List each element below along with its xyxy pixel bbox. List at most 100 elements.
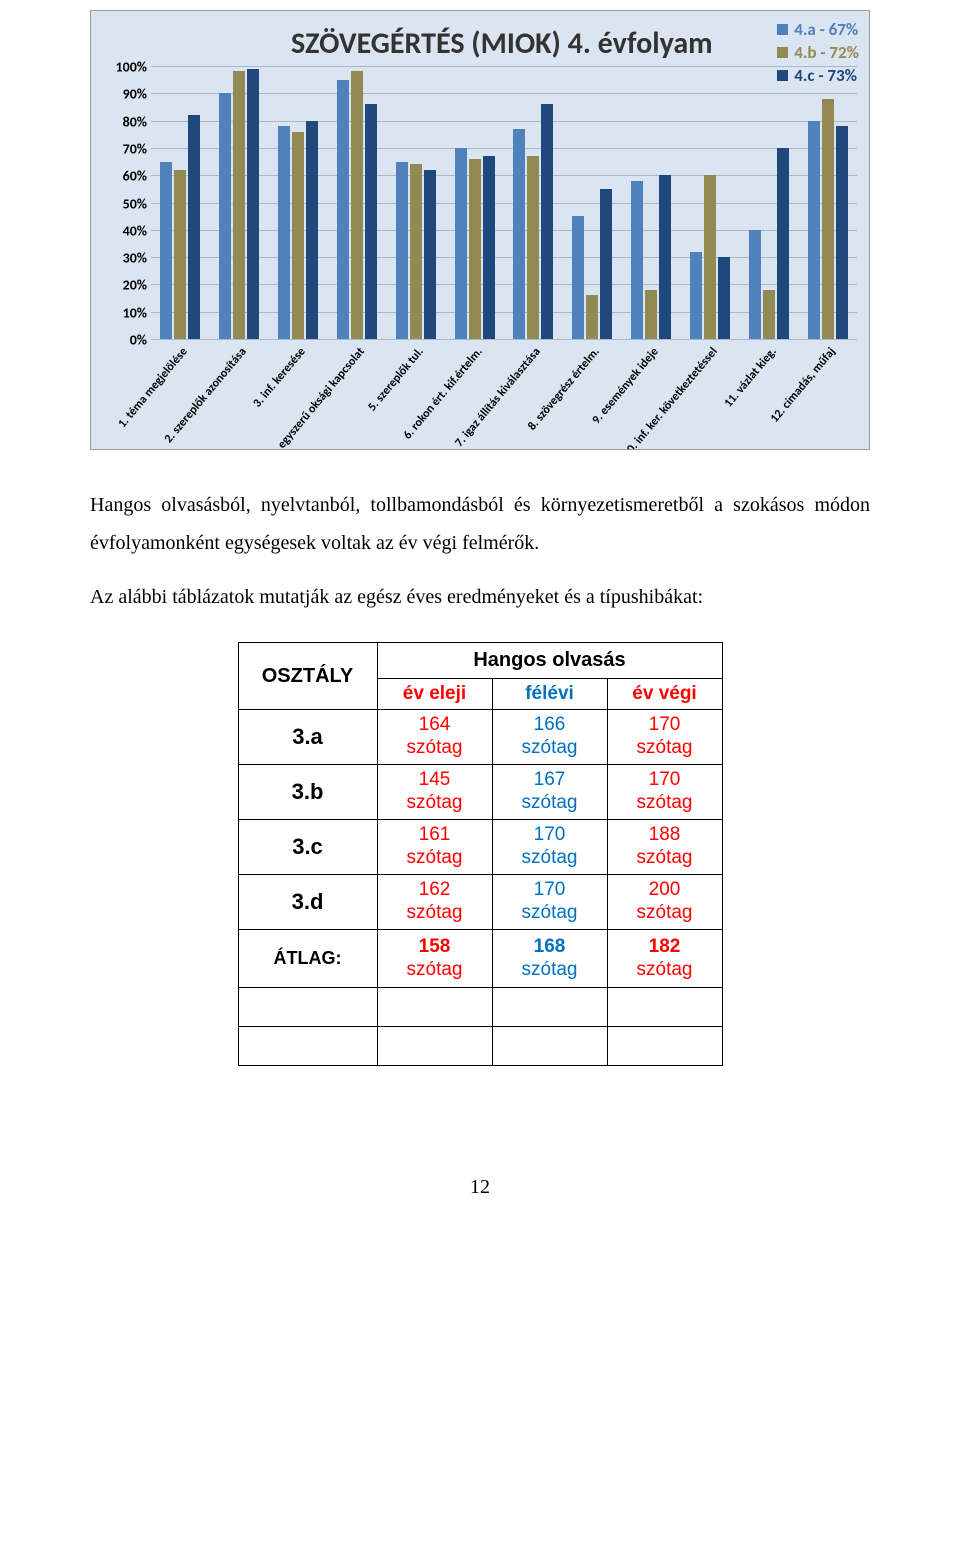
table-cell: 166szótag bbox=[492, 710, 607, 765]
table-cell: 200szótag bbox=[607, 875, 722, 930]
bar bbox=[808, 121, 820, 339]
bar bbox=[247, 69, 259, 339]
bar-group bbox=[386, 66, 445, 339]
bar bbox=[836, 126, 848, 339]
legend-label: 4.b - 72% bbox=[794, 42, 859, 63]
paragraph-1: Hangos olvasásból, nyelvtanból, tollbamo… bbox=[90, 486, 870, 562]
table-cell: év eleji bbox=[377, 679, 492, 710]
table-cell: 3.a bbox=[238, 710, 377, 765]
table-cell: 162szótag bbox=[377, 875, 492, 930]
table-cell bbox=[607, 988, 722, 1027]
table-cell: 188szótag bbox=[607, 820, 722, 875]
bar bbox=[455, 148, 467, 339]
bar-group bbox=[269, 66, 328, 339]
bar-group bbox=[327, 66, 386, 339]
y-tick-label: 0% bbox=[107, 332, 147, 349]
table-row: ÁTLAG:158szótag168szótag182szótag bbox=[238, 930, 722, 988]
table-cell: 170szótag bbox=[492, 820, 607, 875]
table-cell: 170szótag bbox=[607, 765, 722, 820]
table-cell: év végi bbox=[607, 679, 722, 710]
bar bbox=[586, 295, 598, 339]
chart-bar-groups bbox=[151, 66, 857, 339]
table-cell: 158szótag bbox=[377, 930, 492, 988]
table-row: 3.a164szótag166szótag170szótag bbox=[238, 710, 722, 765]
bar bbox=[337, 80, 349, 339]
bar bbox=[527, 156, 539, 339]
bar bbox=[822, 99, 834, 339]
bar bbox=[718, 257, 730, 339]
table-cell: 3.d bbox=[238, 875, 377, 930]
table-cell: 3.b bbox=[238, 765, 377, 820]
bar-group bbox=[563, 66, 622, 339]
bar bbox=[410, 164, 422, 339]
bar bbox=[219, 93, 231, 339]
bar bbox=[174, 170, 186, 339]
bar-group bbox=[210, 66, 269, 339]
table-row: 3.b145szótag167szótag170szótag bbox=[238, 765, 722, 820]
bar-group bbox=[445, 66, 504, 339]
bar-group bbox=[622, 66, 681, 339]
bar bbox=[541, 104, 553, 339]
table-cell: ÁTLAG: bbox=[238, 930, 377, 988]
y-tick-label: 10% bbox=[107, 304, 147, 321]
table-cell: 164szótag bbox=[377, 710, 492, 765]
bar bbox=[572, 216, 584, 339]
bar bbox=[483, 156, 495, 339]
bar bbox=[659, 175, 671, 339]
gridline: 0% bbox=[151, 339, 857, 340]
table-cell bbox=[377, 1027, 492, 1066]
table-cell: félévi bbox=[492, 679, 607, 710]
table-row bbox=[238, 988, 722, 1027]
bar bbox=[233, 71, 245, 339]
bar bbox=[631, 181, 643, 339]
y-tick-label: 40% bbox=[107, 222, 147, 239]
bar bbox=[763, 290, 775, 339]
bar bbox=[690, 252, 702, 339]
bar bbox=[292, 132, 304, 339]
bar bbox=[424, 170, 436, 339]
chart-plot-area: 0%10%20%30%40%50%60%70%80%90%100% bbox=[151, 66, 857, 339]
bar-group bbox=[151, 66, 210, 339]
page-number: 12 bbox=[90, 1176, 870, 1199]
table-cell: Hangos olvasás bbox=[377, 643, 722, 679]
bar bbox=[777, 148, 789, 339]
table-cell: OSZTÁLY bbox=[238, 643, 377, 710]
legend-label: 4.a - 67% bbox=[794, 19, 858, 40]
bar bbox=[645, 290, 657, 339]
y-tick-label: 80% bbox=[107, 113, 147, 130]
table-row bbox=[238, 1027, 722, 1066]
table-cell: 145szótag bbox=[377, 765, 492, 820]
bar bbox=[749, 230, 761, 339]
chart-title: SZÖVEGÉRTÉS (MIOK) 4. évfolyam bbox=[291, 25, 713, 62]
table-cell bbox=[238, 1027, 377, 1066]
legend-item: 4.b - 72% bbox=[777, 42, 859, 63]
y-tick-label: 100% bbox=[107, 59, 147, 76]
table-row: OSZTÁLYHangos olvasás bbox=[238, 643, 722, 679]
bar bbox=[704, 175, 716, 339]
bar bbox=[160, 162, 172, 339]
y-tick-label: 30% bbox=[107, 250, 147, 267]
bar bbox=[469, 159, 481, 339]
y-tick-label: 50% bbox=[107, 195, 147, 212]
table-cell: 170szótag bbox=[492, 875, 607, 930]
legend-swatch bbox=[777, 24, 788, 35]
y-tick-label: 20% bbox=[107, 277, 147, 294]
reading-chart: SZÖVEGÉRTÉS (MIOK) 4. évfolyam 4.a - 67%… bbox=[90, 10, 870, 450]
table-cell bbox=[238, 988, 377, 1027]
table-cell bbox=[607, 1027, 722, 1066]
bar bbox=[188, 115, 200, 339]
reading-table: OSZTÁLYHangos olvasásév elejiféléviév vé… bbox=[238, 642, 723, 1066]
table-cell: 161szótag bbox=[377, 820, 492, 875]
table-cell: 3.c bbox=[238, 820, 377, 875]
bar-group bbox=[739, 66, 798, 339]
table-cell: 170szótag bbox=[607, 710, 722, 765]
legend-swatch bbox=[777, 47, 788, 58]
bar-group bbox=[680, 66, 739, 339]
table-row: 3.c161szótag170szótag188szótag bbox=[238, 820, 722, 875]
table-cell bbox=[492, 1027, 607, 1066]
table-cell: 168szótag bbox=[492, 930, 607, 988]
bar bbox=[278, 126, 290, 339]
bar-group bbox=[504, 66, 563, 339]
y-tick-label: 70% bbox=[107, 140, 147, 157]
paragraph-2: Az alábbi táblázatok mutatják az egész é… bbox=[90, 578, 870, 616]
